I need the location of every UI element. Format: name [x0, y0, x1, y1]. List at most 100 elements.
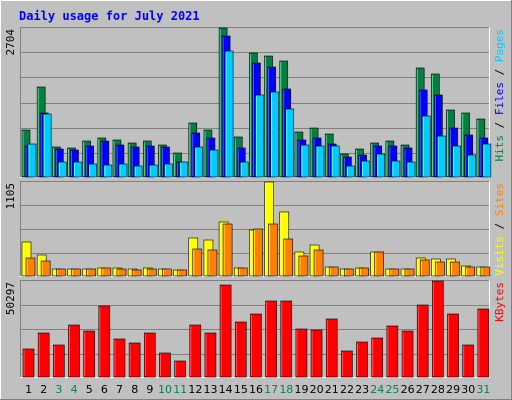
bar-kbytes-day-12	[189, 324, 202, 378]
bar-kbytes-day-28	[432, 280, 444, 378]
bar-pages-day-29	[452, 145, 461, 178]
x-tick-label-day-25: 25	[385, 383, 399, 396]
bar-pages-day-15	[239, 161, 249, 178]
bar-kbytes-day-23	[356, 341, 368, 378]
x-tick-label-day-9: 9	[146, 383, 153, 396]
x-tick-label-day-17: 17	[264, 383, 278, 396]
kbytes-panel: 50297 KBytes	[4, 280, 506, 378]
bar-sites-day-28	[435, 261, 445, 277]
x-tick-label-day-15: 15	[234, 383, 248, 396]
bar-kbytes-day-3	[53, 344, 65, 378]
bar-kbytes-day-26	[401, 330, 414, 378]
bar-sites-day-17	[268, 223, 278, 277]
bar-sites-day-6	[101, 267, 112, 277]
bar-pages-day-11	[179, 161, 188, 178]
x-tick-label-day-24: 24	[370, 383, 384, 396]
bar-sites-day-2	[40, 260, 51, 277]
bar-sites-day-22	[344, 268, 354, 277]
bar-pages-day-19	[300, 144, 310, 178]
bar-pages-day-17	[270, 91, 279, 178]
bar-pages-day-10	[164, 163, 173, 178]
bar-kbytes-day-24	[371, 337, 384, 378]
bar-pages-day-8	[133, 165, 143, 178]
bar-sites-day-3	[56, 268, 66, 277]
bar-sites-day-7	[116, 268, 127, 277]
bar-sites-day-21	[328, 266, 339, 277]
x-tick-label-day-22: 22	[340, 383, 354, 396]
x-tick-label-day-2: 2	[40, 383, 47, 396]
bar-pages-day-5	[88, 163, 97, 178]
bar-pages-day-23	[361, 160, 370, 178]
bar-pages-day-6	[103, 164, 113, 178]
x-tick-label-day-16: 16	[249, 383, 263, 396]
bar-pages-day-22	[346, 165, 355, 178]
x-tick-label-day-6: 6	[101, 383, 108, 396]
bar-pages-day-14	[224, 50, 234, 178]
legend-item-sites: Sites	[493, 183, 506, 216]
bar-pages-day-20	[315, 145, 325, 178]
bar-sites-day-16	[253, 228, 263, 277]
x-tick-label-day-28: 28	[431, 383, 445, 396]
bar-pages-day-21	[330, 145, 340, 178]
legend: KBytes	[493, 282, 506, 322]
bar-pages-day-9	[148, 164, 158, 178]
bar-sites-day-26	[404, 268, 415, 277]
bar-pages-day-18	[285, 108, 295, 178]
x-tick-label-day-5: 5	[86, 383, 93, 396]
bar-sites-day-29	[450, 261, 460, 277]
bar-pages-day-7	[118, 163, 128, 178]
x-tick-label-day-10: 10	[158, 383, 172, 396]
legend-separator: /	[493, 115, 506, 135]
x-tick-label-day-12: 12	[188, 383, 202, 396]
bar-pages-day-24	[376, 153, 386, 178]
bar-kbytes-day-13	[204, 332, 217, 378]
y-max-label: 50297	[4, 282, 17, 315]
x-tick-label-day-4: 4	[71, 383, 78, 396]
bar-pages-day-16	[255, 94, 264, 178]
x-tick-label-day-19: 19	[294, 383, 308, 396]
x-tick-label-day-8: 8	[131, 383, 138, 396]
visits-sites-panel: 1105 Visits / Sites	[4, 181, 506, 277]
bar-kbytes-day-14	[219, 284, 232, 378]
bar-kbytes-day-4	[68, 324, 80, 378]
legend: Visits / Sites	[493, 183, 506, 276]
bar-pages-day-27	[421, 115, 431, 178]
day-labels: 1 2 3 4 5 6 7 8 9 10 11 12 13 14 15 16 17 18 19 20 21 22 23 24 2…	[25, 383, 490, 396]
bar-pages-day-30	[467, 154, 476, 178]
bar-pages-day-2	[42, 113, 52, 178]
bar-kbytes-day-8	[128, 342, 141, 378]
bar-kbytes-day-29	[447, 313, 459, 378]
bar-pages-day-25	[391, 160, 401, 178]
bar-sites-day-9	[146, 268, 157, 277]
bar-sites-day-18	[283, 238, 294, 277]
legend-item-kbytes: KBytes	[493, 282, 506, 322]
bar-sites-day-27	[419, 259, 430, 277]
bar-kbytes-day-18	[280, 300, 293, 378]
legend-item-pages: Pages	[493, 29, 506, 62]
bar-pages-day-4	[73, 161, 82, 178]
y-max-label: 1105	[4, 183, 17, 210]
bar-sites-day-4	[71, 268, 81, 277]
bar-pages-day-28	[437, 135, 446, 178]
x-tick-label-day-30: 30	[461, 383, 475, 396]
bar-kbytes-day-27	[416, 304, 429, 378]
bar-kbytes-day-5	[83, 330, 95, 378]
bar-sites-day-10	[162, 268, 172, 277]
bar-sites-day-12	[192, 248, 203, 277]
x-tick-label-day-27: 27	[416, 383, 430, 396]
bar-kbytes-day-19	[295, 328, 308, 378]
bar-pages-day-13	[209, 149, 219, 178]
bar-kbytes-day-2	[37, 332, 50, 378]
bar-kbytes-day-11	[174, 360, 186, 378]
bar-kbytes-day-21	[325, 318, 338, 378]
bar-pages-day-1	[27, 143, 37, 178]
x-tick-label-day-29: 29	[446, 383, 460, 396]
bar-sites-day-11	[177, 269, 187, 277]
legend-item-visits: Visits	[493, 236, 506, 276]
bar-sites-day-5	[86, 268, 96, 277]
bar-sites-day-20	[313, 249, 324, 277]
legend-separator: /	[493, 216, 506, 236]
hits-files-pages-panel: 2704 Hits / Files / Pages	[4, 27, 506, 178]
bar-sites-day-25	[389, 268, 400, 277]
bar-sites-day-19	[298, 255, 309, 277]
